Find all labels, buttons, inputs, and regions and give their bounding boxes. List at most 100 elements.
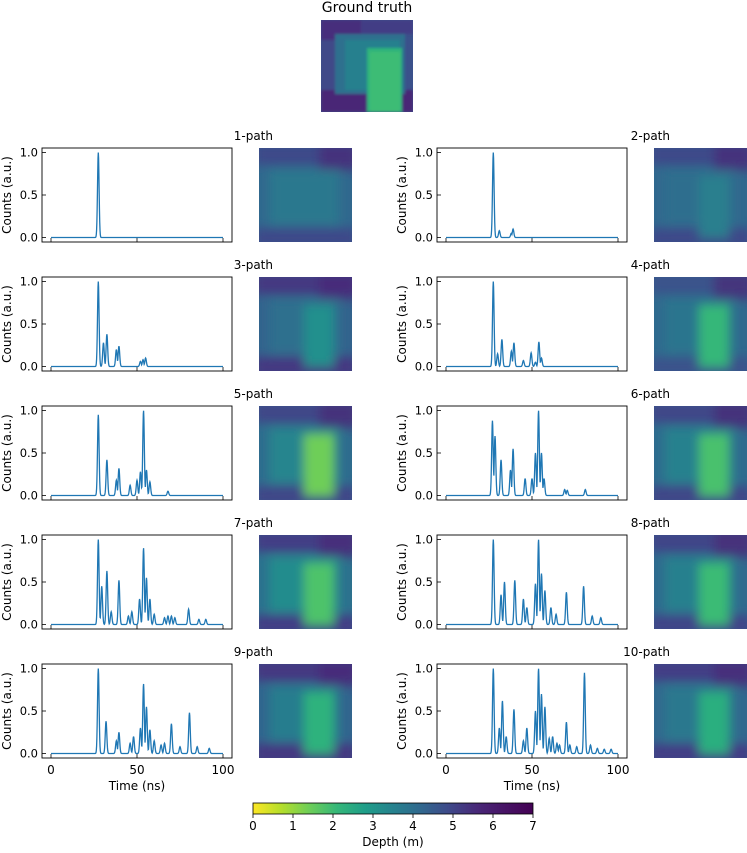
plot-frame bbox=[41, 405, 233, 501]
y-tick-label: 1.0 bbox=[20, 404, 38, 418]
y-tick-label: 0.5 bbox=[20, 317, 38, 331]
y-axis-label: Counts (a.u.) bbox=[395, 285, 409, 363]
reconstructed-depth-image bbox=[259, 148, 352, 242]
plot-frame bbox=[436, 405, 628, 501]
x-tick-label: 50 bbox=[524, 763, 539, 777]
y-tick-label: 0.0 bbox=[415, 489, 433, 503]
y-axis-label: Counts (a.u.) bbox=[0, 414, 14, 492]
colorbar-label: Depth (m) bbox=[362, 835, 423, 849]
histogram-line bbox=[51, 281, 223, 368]
plot-frame bbox=[41, 534, 233, 630]
reconstructed-depth-image bbox=[654, 535, 747, 629]
y-tick-label: 0.0 bbox=[20, 231, 38, 245]
y-axis-label: Counts (a.u.) bbox=[0, 672, 14, 750]
y-tick-label: 1.0 bbox=[20, 275, 38, 289]
y-tick-label: 1.0 bbox=[20, 533, 38, 547]
subplot-8-path: 8-path 0.0 0.5 1.0 Counts (a.u.) bbox=[395, 516, 747, 632]
x-tick-label: 0 bbox=[442, 763, 450, 777]
y-tick-label: 1.0 bbox=[415, 662, 433, 676]
ground-truth-depth-image bbox=[321, 20, 413, 112]
plot-frame bbox=[41, 663, 233, 759]
subplot-title: 3-path bbox=[234, 258, 273, 272]
subplot-2-path: 2-path 0.0 0.5 1.0 Counts (a.u.) bbox=[395, 129, 747, 245]
subplot-title: 5-path bbox=[234, 387, 273, 401]
y-tick-label: 0.0 bbox=[415, 618, 433, 632]
reconstructed-depth-image bbox=[654, 664, 747, 758]
histogram-line bbox=[51, 668, 223, 755]
subplot-title: 10-path bbox=[623, 645, 670, 659]
reconstructed-depth-image bbox=[259, 277, 352, 371]
x-axis-label: Time (ns) bbox=[108, 779, 165, 793]
subplot-1-path: 1-path 0.0 0.5 1.0 Counts (a.u.) bbox=[0, 129, 352, 245]
subplot-title: 7-path bbox=[234, 516, 273, 530]
ground-truth-title: Ground truth bbox=[322, 0, 412, 16]
y-tick-label: 0.5 bbox=[415, 188, 433, 202]
x-tick-label: 100 bbox=[212, 763, 235, 777]
y-tick-label: 0.0 bbox=[20, 489, 38, 503]
colorbar-tick-label: 7 bbox=[529, 819, 537, 833]
y-tick-label: 0.5 bbox=[20, 704, 38, 718]
colorbar: 0 1 2 3 4 5 6 7 Depth (m) bbox=[249, 802, 537, 849]
reconstructed-depth-image bbox=[654, 277, 747, 371]
y-tick-label: 0.0 bbox=[415, 747, 433, 761]
colorbar-tick-label: 2 bbox=[329, 819, 337, 833]
histogram-line bbox=[446, 668, 618, 755]
colorbar-tick-label: 3 bbox=[369, 819, 377, 833]
x-tick-label: 100 bbox=[607, 763, 630, 777]
y-tick-label: 0.0 bbox=[415, 231, 433, 245]
reconstructed-depth-image bbox=[654, 148, 747, 242]
subplot-10-path: 10-path 0.0 0.5 1.0 Counts (a.u.) 0 50 100 Time … bbox=[395, 645, 747, 793]
y-tick-label: 0.0 bbox=[20, 360, 38, 374]
subplot-4-path: 4-path 0.0 0.5 1.0 Counts (a.u.) bbox=[395, 258, 747, 374]
y-tick-label: 0.5 bbox=[415, 446, 433, 460]
y-tick-label: 0.5 bbox=[20, 188, 38, 202]
histogram-line bbox=[446, 281, 618, 368]
colorbar-gradient bbox=[252, 802, 534, 815]
colorbar-tick-label: 1 bbox=[289, 819, 297, 833]
plot-frame bbox=[41, 147, 233, 243]
y-axis-label: Counts (a.u.) bbox=[395, 672, 409, 750]
subplot-title: 9-path bbox=[234, 645, 273, 659]
reconstructed-depth-image bbox=[654, 406, 747, 500]
x-tick-label: 50 bbox=[129, 763, 144, 777]
subplot-title: 1-path bbox=[234, 129, 273, 143]
histogram-line bbox=[446, 539, 618, 626]
y-axis-label: Counts (a.u.) bbox=[0, 156, 14, 234]
plot-frame bbox=[436, 534, 628, 630]
y-tick-label: 0.0 bbox=[20, 618, 38, 632]
colorbar-tick-label: 4 bbox=[409, 819, 417, 833]
y-tick-label: 0.0 bbox=[20, 747, 38, 761]
histogram-line bbox=[51, 410, 223, 497]
subplot-9-path: 9-path 0.0 0.5 1.0 Counts (a.u.) 0 50 100 Time (… bbox=[0, 645, 352, 793]
subplot-title: 8-path bbox=[631, 516, 670, 530]
subplot-title: 2-path bbox=[631, 129, 670, 143]
y-tick-label: 1.0 bbox=[415, 404, 433, 418]
subplot-title: 4-path bbox=[631, 258, 670, 272]
histogram-line bbox=[446, 152, 618, 239]
y-axis-label: Counts (a.u.) bbox=[395, 414, 409, 492]
y-axis-label: Counts (a.u.) bbox=[395, 156, 409, 234]
subplot-6-path: 6-path 0.0 0.5 1.0 Counts (a.u.) bbox=[395, 387, 747, 503]
subplot-5-path: 5-path 0.0 0.5 1.0 Counts (a.u.) bbox=[0, 387, 352, 503]
y-axis-label: Counts (a.u.) bbox=[395, 543, 409, 621]
subplot-7-path: 7-path 0.0 0.5 1.0 Counts (a.u.) bbox=[0, 516, 352, 632]
y-tick-label: 1.0 bbox=[415, 146, 433, 160]
histogram-line bbox=[446, 410, 618, 497]
x-axis-label: Time (ns) bbox=[503, 779, 560, 793]
reconstructed-depth-image bbox=[259, 664, 352, 758]
plot-frame bbox=[436, 663, 628, 759]
y-tick-label: 0.5 bbox=[20, 446, 38, 460]
y-axis-label: Counts (a.u.) bbox=[0, 285, 14, 363]
plot-frame bbox=[436, 276, 628, 372]
colorbar-tick-label: 5 bbox=[449, 819, 457, 833]
y-tick-label: 0.5 bbox=[415, 575, 433, 589]
y-tick-label: 0.5 bbox=[415, 317, 433, 331]
y-tick-label: 0.5 bbox=[20, 575, 38, 589]
y-tick-label: 0.5 bbox=[415, 704, 433, 718]
plot-frame bbox=[436, 147, 628, 243]
colorbar-tick-label: 6 bbox=[489, 819, 497, 833]
y-tick-label: 1.0 bbox=[415, 275, 433, 289]
x-tick-label: 0 bbox=[47, 763, 55, 777]
histogram-line bbox=[51, 152, 223, 239]
plot-frame bbox=[41, 276, 233, 372]
